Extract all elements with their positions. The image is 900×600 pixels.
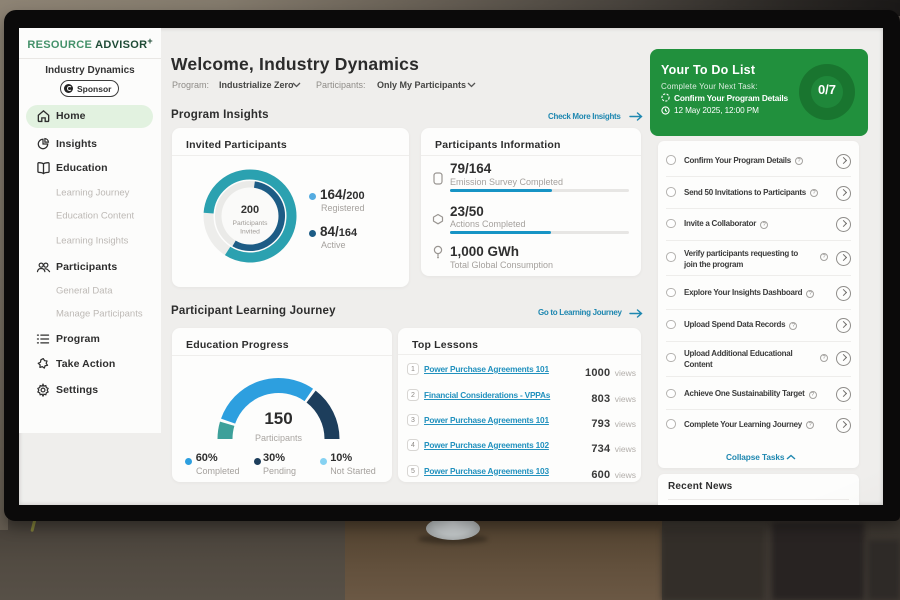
svg-text:Invited: Invited (240, 228, 260, 235)
svg-text:200: 200 (240, 204, 258, 216)
svg-text:Participants: Participants (232, 220, 268, 227)
